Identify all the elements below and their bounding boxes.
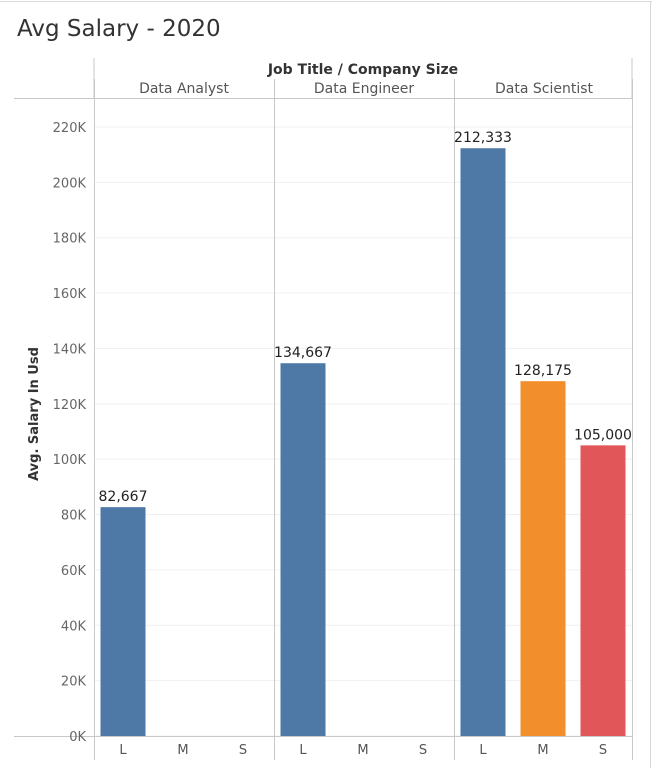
y-tick-label: 120K <box>53 398 87 413</box>
bar <box>460 148 506 737</box>
data-label: 134,667 <box>274 345 332 361</box>
chart-title: Avg Salary - 2020 <box>17 16 221 42</box>
y-axis-label: Avg. Salary In Usd <box>27 347 42 481</box>
bar <box>100 507 146 736</box>
group-header: Data Engineer <box>314 81 414 97</box>
top-border <box>0 1 652 2</box>
y-tick-label: 140K <box>53 342 87 357</box>
y-tick-label: 80K <box>61 509 87 524</box>
x-tick-label: S <box>599 743 607 758</box>
bar <box>580 445 626 736</box>
y-tick-label: 180K <box>53 232 87 247</box>
bar <box>520 381 566 736</box>
x-tick-label: M <box>537 743 548 758</box>
x-tick-label: M <box>357 743 368 758</box>
bar <box>280 363 326 736</box>
data-label: 82,667 <box>99 489 148 505</box>
x-tick-label: S <box>419 743 427 758</box>
right-border <box>650 1 651 768</box>
group-header: Data Analyst <box>139 81 229 97</box>
y-tick-label: 20K <box>61 675 87 690</box>
x-tick-label: L <box>119 743 127 758</box>
x-tick-label: S <box>239 743 247 758</box>
data-label: 105,000 <box>574 427 632 443</box>
y-tick-label: 220K <box>53 121 87 136</box>
y-tick-label: 200K <box>53 176 87 191</box>
y-tick-label: 160K <box>53 287 87 302</box>
column-header: Job Title / Company Size <box>267 62 458 78</box>
y-tick-label: 0K <box>69 730 86 745</box>
data-label: 212,333 <box>454 130 512 146</box>
y-tick-label: 100K <box>53 453 87 468</box>
group-header: Data Scientist <box>495 81 594 97</box>
y-tick-label: 60K <box>61 564 87 579</box>
x-tick-label: L <box>299 743 307 758</box>
data-label: 128,175 <box>514 363 572 379</box>
x-tick-label: L <box>479 743 487 758</box>
y-tick-label: 40K <box>61 619 87 634</box>
x-tick-label: M <box>177 743 188 758</box>
